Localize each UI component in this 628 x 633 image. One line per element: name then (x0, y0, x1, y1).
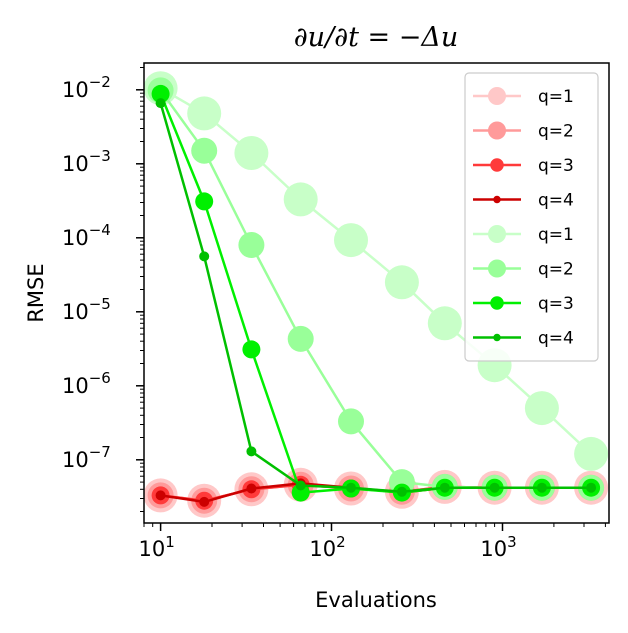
x-tick-label: 101 (138, 533, 174, 561)
legend-marker (488, 87, 506, 105)
data-point (191, 137, 218, 164)
data-point (283, 182, 318, 217)
data-point (155, 490, 166, 501)
data-point (489, 482, 500, 493)
x-tick-label: 103 (480, 533, 516, 561)
data-point (242, 340, 261, 359)
data-point (334, 223, 368, 258)
legend-item: q=1 (473, 225, 574, 245)
legend-item: q=2 (473, 121, 574, 142)
data-point (295, 480, 306, 491)
legend-marker (493, 333, 501, 342)
data-point (396, 486, 407, 497)
y-axis: 10−7 10−6 10−5 10−4 10−3 10−2 (62, 67, 144, 512)
series-line (159, 87, 592, 455)
data-point (151, 84, 170, 103)
plot-frame (143, 62, 610, 524)
y-tick-label: 10−4 (62, 221, 111, 250)
data-point (384, 265, 419, 300)
legend-marker (490, 296, 504, 310)
data-point (291, 483, 310, 502)
legend-item: q=4 (473, 191, 574, 211)
legend-label: q=3 (538, 156, 574, 176)
series-line (159, 102, 592, 494)
legend-marker (488, 121, 506, 140)
y-axis-label: RMSE (24, 263, 48, 322)
y-tick-label: 10−6 (62, 369, 111, 398)
legend-label: q=2 (538, 260, 574, 280)
x-axis: 101 102 103 (138, 523, 606, 561)
legend-label: q=2 (538, 122, 574, 142)
data-point (199, 251, 210, 262)
legend-marker (488, 259, 506, 278)
data-point (574, 436, 609, 471)
data-point (536, 482, 547, 493)
legend-item: q=2 (473, 259, 574, 280)
legend-item: q=3 (473, 294, 574, 314)
y-tick-label: 10−2 (62, 73, 111, 102)
y-tick-label: 10−7 (62, 443, 111, 472)
series-8 (155, 98, 597, 497)
data-point (155, 98, 166, 109)
data-point (199, 496, 210, 507)
plot-area (143, 71, 609, 518)
data-point (195, 192, 214, 211)
data-point (238, 232, 265, 258)
legend-label: q=1 (538, 87, 574, 107)
legend-item: q=4 (473, 329, 574, 349)
legend-label: q=1 (538, 225, 574, 245)
y-tick-label: 10−3 (62, 147, 111, 176)
legend-label: q=3 (538, 294, 574, 314)
data-point (246, 446, 257, 457)
legend-label: q=4 (538, 191, 574, 211)
legend-marker (488, 225, 506, 243)
data-point (338, 408, 364, 435)
data-point (524, 391, 559, 426)
data-point (287, 325, 314, 352)
chart-title: ∂u/∂t = −Δu (294, 22, 459, 53)
legend-marker (493, 195, 501, 204)
data-point (439, 482, 450, 493)
data-point (234, 136, 269, 170)
legend-box (464, 72, 599, 362)
legend-item: q=1 (473, 87, 574, 107)
legend: q=1 q=2 q=3 q=4 q=1 q=2 q=3 q=4 (464, 72, 599, 362)
legend-item: q=3 (473, 156, 574, 176)
data-point (427, 306, 462, 341)
legend-marker (490, 158, 504, 172)
data-point (586, 482, 597, 493)
data-point (346, 482, 356, 493)
data-point (187, 96, 222, 131)
data-point (246, 483, 257, 494)
y-tick-label: 10−5 (62, 295, 111, 324)
x-tick-label: 102 (309, 533, 345, 561)
x-axis-label: Evaluations (315, 588, 437, 612)
legend-label: q=4 (538, 329, 574, 349)
